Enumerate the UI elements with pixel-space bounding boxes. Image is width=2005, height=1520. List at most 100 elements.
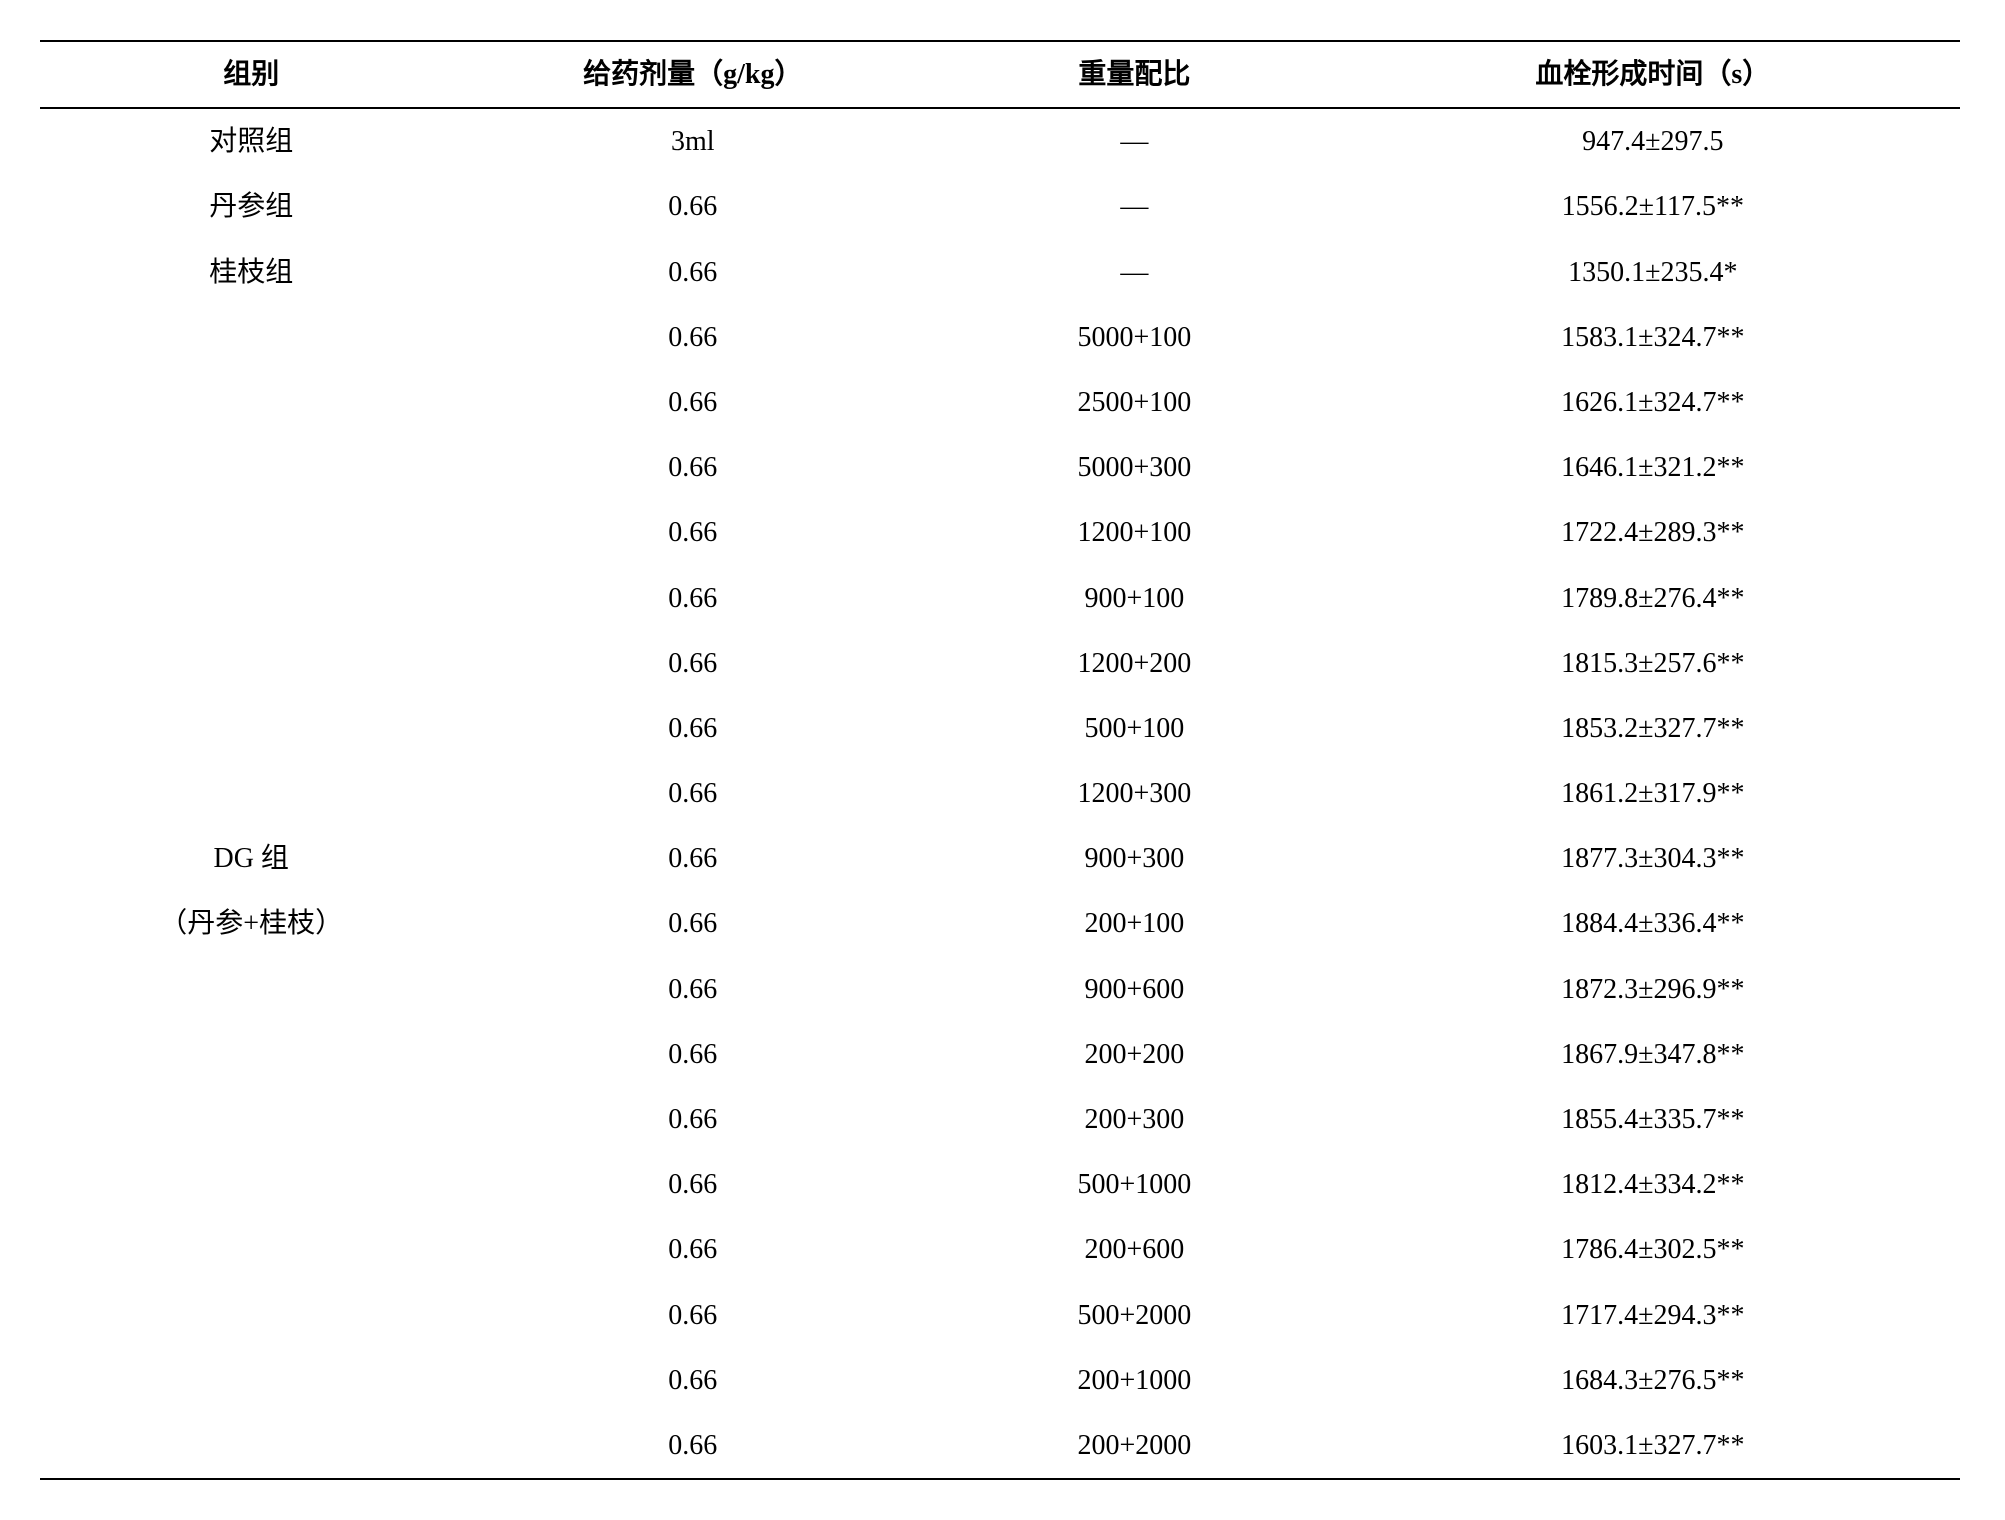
- header-ratio: 重量配比: [923, 41, 1345, 108]
- table-row: 0.66200+20001603.1±327.7**: [40, 1413, 1960, 1479]
- cell-dose: 0.66: [462, 957, 923, 1022]
- table-row: 0.66200+6001786.4±302.5**: [40, 1217, 1960, 1282]
- cell-ratio: 1200+300: [923, 761, 1345, 826]
- cell-time: 1603.1±327.7**: [1346, 1413, 1960, 1479]
- table-row: 0.66900+1001789.8±276.4**: [40, 566, 1960, 631]
- table-row: 桂枝组0.66—1350.1±235.4*: [40, 240, 1960, 305]
- table-row: 0.66200+2001867.9±347.8**: [40, 1022, 1960, 1087]
- cell-time: 1861.2±317.9**: [1346, 761, 1960, 826]
- cell-time: 1812.4±334.2**: [1346, 1152, 1960, 1217]
- cell-ratio: 200+200: [923, 1022, 1345, 1087]
- cell-time: 1855.4±335.7**: [1346, 1087, 1960, 1152]
- cell-ratio: 900+100: [923, 566, 1345, 631]
- cell-dose: 0.66: [462, 1022, 923, 1087]
- cell-ratio: 200+600: [923, 1217, 1345, 1282]
- cell-time: 1684.3±276.5**: [1346, 1348, 1960, 1413]
- cell-ratio: 200+100: [923, 891, 1345, 956]
- cell-group: [40, 1152, 462, 1217]
- cell-group: 丹参组: [40, 174, 462, 239]
- cell-time: 947.4±297.5: [1346, 108, 1960, 174]
- cell-group: [40, 500, 462, 565]
- cell-time: 1583.1±324.7**: [1346, 305, 1960, 370]
- cell-ratio: 1200+100: [923, 500, 1345, 565]
- cell-dose: 0.66: [462, 631, 923, 696]
- cell-dose: 0.66: [462, 1348, 923, 1413]
- cell-dose: 0.66: [462, 240, 923, 305]
- cell-time: 1789.8±276.4**: [1346, 566, 1960, 631]
- header-dose: 给药剂量（g/kg）: [462, 41, 923, 108]
- cell-dose: 3ml: [462, 108, 923, 174]
- cell-ratio: 500+1000: [923, 1152, 1345, 1217]
- cell-time: 1884.4±336.4**: [1346, 891, 1960, 956]
- table-row: 0.66500+1001853.2±327.7**: [40, 696, 1960, 761]
- cell-dose: 0.66: [462, 370, 923, 435]
- cell-group: [40, 1348, 462, 1413]
- table-row: 0.665000+3001646.1±321.2**: [40, 435, 1960, 500]
- cell-time: 1626.1±324.7**: [1346, 370, 1960, 435]
- cell-ratio: —: [923, 174, 1345, 239]
- cell-group: [40, 631, 462, 696]
- cell-group: [40, 1087, 462, 1152]
- table-body: 对照组3ml—947.4±297.5丹参组0.66—1556.2±117.5**…: [40, 108, 1960, 1479]
- table-row: （丹参+桂枝）0.66200+1001884.4±336.4**: [40, 891, 1960, 956]
- cell-group: [40, 1217, 462, 1282]
- cell-ratio: 5000+300: [923, 435, 1345, 500]
- cell-group: （丹参+桂枝）: [40, 891, 462, 956]
- cell-group: [40, 957, 462, 1022]
- cell-ratio: —: [923, 108, 1345, 174]
- table-row: 0.665000+1001583.1±324.7**: [40, 305, 1960, 370]
- cell-group: [40, 1022, 462, 1087]
- cell-dose: 0.66: [462, 1217, 923, 1282]
- cell-group: [40, 696, 462, 761]
- cell-ratio: 200+300: [923, 1087, 1345, 1152]
- cell-group: 桂枝组: [40, 240, 462, 305]
- header-group: 组别: [40, 41, 462, 108]
- cell-dose: 0.66: [462, 174, 923, 239]
- table-row: 0.661200+2001815.3±257.6**: [40, 631, 1960, 696]
- cell-dose: 0.66: [462, 891, 923, 956]
- header-time: 血栓形成时间（s）: [1346, 41, 1960, 108]
- table-row: DG 组0.66900+3001877.3±304.3**: [40, 826, 1960, 891]
- cell-dose: 0.66: [462, 566, 923, 631]
- cell-group: [40, 1283, 462, 1348]
- table-row: 0.66900+6001872.3±296.9**: [40, 957, 1960, 1022]
- table-row: 对照组3ml—947.4±297.5: [40, 108, 1960, 174]
- cell-group: [40, 370, 462, 435]
- cell-ratio: 500+100: [923, 696, 1345, 761]
- cell-group: [40, 761, 462, 826]
- table-row: 0.66500+10001812.4±334.2**: [40, 1152, 1960, 1217]
- cell-group: [40, 305, 462, 370]
- cell-group: DG 组: [40, 826, 462, 891]
- cell-dose: 0.66: [462, 1283, 923, 1348]
- table-header-row: 组别 给药剂量（g/kg） 重量配比 血栓形成时间（s）: [40, 41, 1960, 108]
- cell-time: 1867.9±347.8**: [1346, 1022, 1960, 1087]
- cell-ratio: 200+1000: [923, 1348, 1345, 1413]
- cell-dose: 0.66: [462, 761, 923, 826]
- table-row: 0.661200+3001861.2±317.9**: [40, 761, 1960, 826]
- table-row: 丹参组0.66—1556.2±117.5**: [40, 174, 1960, 239]
- thrombosis-table: 组别 给药剂量（g/kg） 重量配比 血栓形成时间（s） 对照组3ml—947.…: [40, 40, 1960, 1480]
- table-row: 0.66200+3001855.4±335.7**: [40, 1087, 1960, 1152]
- cell-time: 1815.3±257.6**: [1346, 631, 1960, 696]
- cell-group: [40, 1413, 462, 1479]
- cell-group: [40, 435, 462, 500]
- cell-time: 1722.4±289.3**: [1346, 500, 1960, 565]
- cell-ratio: 2500+100: [923, 370, 1345, 435]
- table-row: 0.66200+10001684.3±276.5**: [40, 1348, 1960, 1413]
- cell-dose: 0.66: [462, 500, 923, 565]
- cell-ratio: 500+2000: [923, 1283, 1345, 1348]
- cell-dose: 0.66: [462, 435, 923, 500]
- cell-group: [40, 566, 462, 631]
- cell-time: 1872.3±296.9**: [1346, 957, 1960, 1022]
- cell-dose: 0.66: [462, 1087, 923, 1152]
- cell-group: 对照组: [40, 108, 462, 174]
- cell-ratio: —: [923, 240, 1345, 305]
- cell-time: 1350.1±235.4*: [1346, 240, 1960, 305]
- table-row: 0.662500+1001626.1±324.7**: [40, 370, 1960, 435]
- cell-time: 1853.2±327.7**: [1346, 696, 1960, 761]
- cell-time: 1646.1±321.2**: [1346, 435, 1960, 500]
- cell-time: 1556.2±117.5**: [1346, 174, 1960, 239]
- cell-dose: 0.66: [462, 1413, 923, 1479]
- cell-time: 1717.4±294.3**: [1346, 1283, 1960, 1348]
- cell-ratio: 1200+200: [923, 631, 1345, 696]
